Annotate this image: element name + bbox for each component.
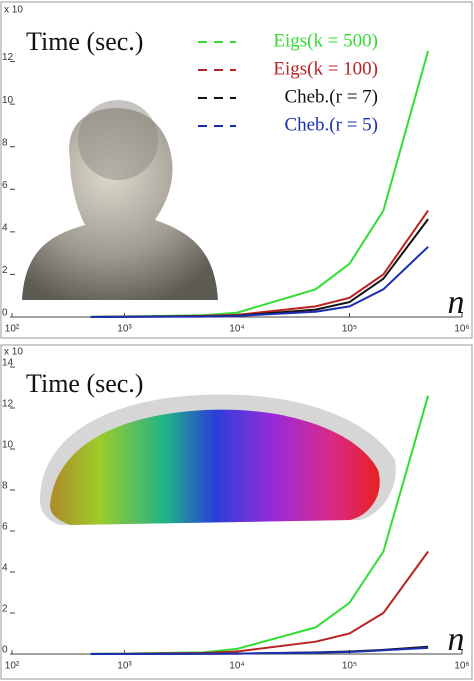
y-scale-label: x 10 bbox=[4, 5, 23, 16]
x-tick-label: 10² bbox=[5, 661, 20, 672]
y-tick-label: 2 bbox=[2, 604, 8, 615]
series-line bbox=[90, 646, 429, 655]
y-tick-label: 12 bbox=[2, 52, 14, 63]
y-tick-label: 10 bbox=[2, 440, 14, 451]
y-tick-label: 4 bbox=[2, 563, 8, 574]
legend-label: Cheb.(r = 7) bbox=[284, 86, 378, 107]
legend-label: Eigs(k = 100) bbox=[273, 58, 378, 79]
chart-title: Time (sec.) bbox=[26, 369, 143, 398]
y-tick-label: 6 bbox=[2, 522, 8, 533]
x-tick-label: 10² bbox=[5, 324, 20, 335]
y-tick-label: 8 bbox=[2, 481, 8, 492]
y-scale-label: x 10 bbox=[4, 347, 23, 358]
y-tick-label: 8 bbox=[2, 137, 8, 148]
series-line bbox=[90, 246, 429, 318]
x-tick-label: 10⁶ bbox=[454, 324, 469, 335]
x-tick-label: 10³ bbox=[117, 324, 132, 335]
mesh-image bbox=[40, 394, 396, 525]
x-tick-label: 10⁵ bbox=[342, 324, 357, 335]
y-tick-label: 0 bbox=[2, 308, 8, 319]
x-tick-label: 10⁵ bbox=[342, 661, 357, 672]
y-tick-label: 0 bbox=[2, 645, 8, 656]
x-tick-label: 10⁴ bbox=[229, 324, 244, 335]
y-tick-label: 10 bbox=[2, 95, 14, 106]
x-tick-label: 10⁴ bbox=[229, 661, 244, 672]
y-tick-label: 12 bbox=[2, 399, 14, 410]
chart-title: Time (sec.) bbox=[26, 27, 143, 56]
y-tick-label: 2 bbox=[2, 265, 8, 276]
x-axis-label: n bbox=[448, 284, 465, 321]
x-axis-label: n bbox=[448, 621, 465, 658]
legend-label: Cheb.(r = 5) bbox=[284, 114, 378, 135]
y-tick-label: 14 bbox=[2, 358, 14, 369]
legend-label: Eigs(k = 500) bbox=[273, 30, 378, 51]
x-tick-label: 10⁶ bbox=[454, 661, 469, 672]
bust-image bbox=[22, 100, 218, 300]
x-tick-label: 10³ bbox=[117, 661, 132, 672]
y-tick-label: 4 bbox=[2, 222, 8, 233]
y-tick-label: 6 bbox=[2, 180, 8, 191]
